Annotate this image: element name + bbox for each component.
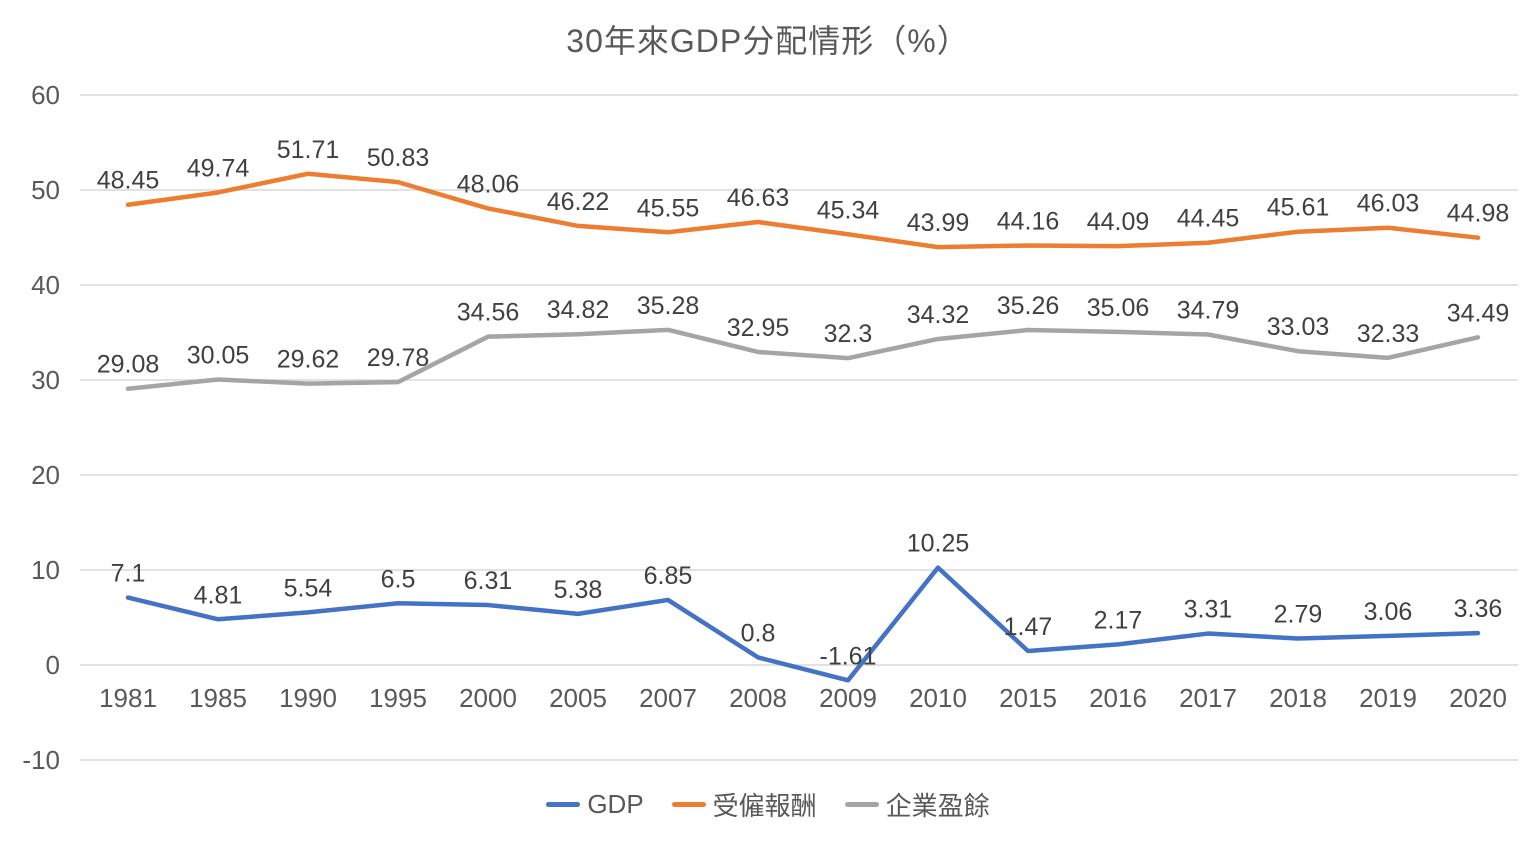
data-label: 29.08 — [97, 351, 160, 379]
data-label: 46.22 — [547, 188, 610, 216]
gridlines — [80, 94, 1518, 761]
data-label: 5.38 — [554, 576, 603, 604]
data-label: 44.98 — [1447, 200, 1510, 228]
x-tick-label: 2016 — [1089, 683, 1147, 713]
legend-label: 受僱報酬 — [712, 791, 817, 821]
x-tick-label: 2015 — [999, 683, 1057, 713]
data-label: 34.32 — [907, 301, 970, 329]
data-label: 43.99 — [907, 209, 970, 237]
data-label: 44.09 — [1087, 208, 1150, 236]
x-tick-label: 2009 — [819, 683, 877, 713]
x-tick-label: 2018 — [1269, 683, 1327, 713]
y-tick-label: 0 — [46, 650, 60, 680]
data-label: 44.45 — [1177, 205, 1240, 233]
x-tick-label: 2020 — [1449, 683, 1507, 713]
data-label: 0.8 — [741, 619, 776, 647]
legend-label: GDP — [587, 789, 644, 819]
data-label: 6.31 — [464, 567, 513, 595]
data-label: 45.61 — [1267, 194, 1330, 222]
series-line-2 — [125, 327, 1481, 391]
x-tick-label: 1985 — [189, 683, 247, 713]
data-label: 49.74 — [187, 154, 250, 182]
x-tick-label: 2000 — [459, 683, 517, 713]
data-label: 32.33 — [1357, 320, 1420, 348]
series-line-0 — [125, 565, 1481, 683]
data-label: 50.83 — [367, 144, 430, 172]
data-label: 34.82 — [547, 296, 610, 324]
data-label: 5.54 — [284, 574, 333, 602]
series-data-labels-1: 48.45 49.74 51.71 50.83 48.06 46.22 45.55 46.63… — [97, 136, 1510, 237]
data-label: 1.47 — [1004, 613, 1053, 641]
data-label: 46.63 — [727, 184, 790, 212]
legend-item-2: 企業盈餘 — [844, 786, 990, 823]
data-label: 29.78 — [367, 344, 430, 372]
data-label: 30.05 — [187, 342, 250, 370]
chart-legend: GDP 受僱報酬 企業盈餘 — [0, 786, 1536, 823]
data-label: 2.79 — [1274, 600, 1323, 628]
x-tick-label: 2019 — [1359, 683, 1417, 713]
data-label: 7.1 — [111, 560, 146, 588]
y-tick-label: 40 — [31, 270, 60, 300]
x-tick-label: 1981 — [99, 683, 157, 713]
y-tick-label: 30 — [31, 365, 60, 395]
y-tick-label: 10 — [31, 555, 60, 585]
legend-line-swatch — [546, 802, 581, 807]
x-tick-label: 2010 — [909, 683, 967, 713]
data-label: 10.25 — [907, 530, 970, 558]
data-label: 51.71 — [277, 136, 340, 164]
data-label: 45.55 — [637, 194, 700, 222]
x-axis-labels: 1981 1985 1990 1995 2000 2005 2007 2008 2009 2010… — [99, 683, 1507, 713]
legend-label: 企業盈餘 — [885, 791, 990, 821]
y-tick-label: 50 — [31, 175, 60, 205]
x-tick-label: 2017 — [1179, 683, 1237, 713]
data-label: 48.45 — [97, 167, 160, 195]
data-label: 34.49 — [1447, 299, 1510, 327]
legend-item-1: 受僱報酬 — [671, 786, 817, 823]
data-label: 29.62 — [277, 346, 340, 374]
data-label: 32.3 — [824, 320, 873, 348]
data-label: 35.28 — [637, 292, 700, 320]
x-tick-label: 1995 — [369, 683, 427, 713]
data-label: 4.81 — [194, 581, 243, 609]
data-label: 6.85 — [644, 562, 693, 590]
series-data-labels-2: 29.08 30.05 29.62 29.78 34.56 34.82 35.28 32.95… — [97, 292, 1510, 379]
x-tick-label: 1990 — [279, 683, 337, 713]
data-label: 2.17 — [1094, 606, 1143, 634]
y-tick-label: 20 — [31, 460, 60, 490]
data-label: 3.06 — [1364, 598, 1413, 626]
data-label: -1.61 — [820, 642, 877, 670]
data-label: 32.95 — [727, 314, 790, 342]
data-label: 6.5 — [381, 565, 416, 593]
series-data-labels-0: 7.1 4.81 5.54 6.5 6.31 5.38 6.85 0.8 -1.61 10.25 1… — [111, 530, 1503, 671]
data-label: 48.06 — [457, 170, 520, 198]
data-label: 3.36 — [1454, 595, 1503, 623]
data-label: 44.16 — [997, 207, 1060, 235]
legend-line-swatch — [844, 802, 879, 807]
x-tick-label: 2005 — [549, 683, 607, 713]
data-label: 46.03 — [1357, 190, 1420, 218]
data-label: 35.26 — [997, 292, 1060, 320]
y-axis-labels: 60 50 40 30 20 10 0 -10 — [22, 80, 60, 775]
x-tick-label: 2008 — [729, 683, 787, 713]
legend-line-swatch — [671, 802, 706, 807]
data-label: 45.34 — [817, 196, 880, 224]
y-tick-label: -10 — [22, 745, 60, 775]
y-tick-label: 60 — [31, 80, 60, 110]
data-label: 3.31 — [1184, 596, 1233, 624]
chart-title: 30年來GDP分配情形（%） — [566, 23, 970, 59]
data-label: 34.79 — [1177, 296, 1240, 324]
data-label: 34.56 — [457, 299, 520, 327]
data-label: 35.06 — [1087, 294, 1150, 322]
series-line-1 — [125, 171, 1481, 250]
legend-item-0: GDP — [546, 789, 644, 820]
data-label: 33.03 — [1267, 313, 1330, 341]
x-tick-label: 2007 — [639, 683, 697, 713]
